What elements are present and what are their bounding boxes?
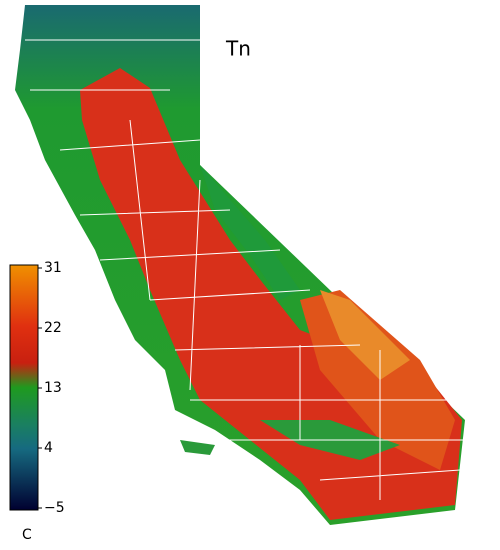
colorbar (9, 264, 39, 511)
colorbar-ticks: 31 22 13 4 −5 (38, 260, 65, 516)
colorbar-tick-label: 22 (44, 320, 62, 336)
california (15, 5, 465, 525)
colorbar-tick-label: 4 (44, 440, 53, 456)
colorbar-tick-label: 13 (44, 380, 62, 396)
colorbar-tick-label: −5 (44, 500, 65, 516)
colorbar-tick-label: 31 (44, 260, 62, 276)
colorbar-unit: C (22, 527, 32, 543)
map-title: Tn (225, 37, 251, 61)
